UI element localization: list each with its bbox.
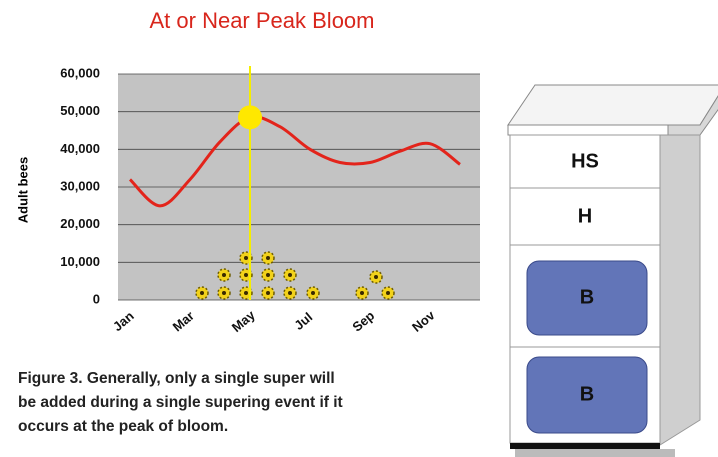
flower-center [244,273,248,277]
flower-center [311,291,315,295]
hive-label: HS [571,150,599,172]
flower-center [222,273,226,277]
y-tick-label: 20,000 [60,216,100,231]
flower-center [360,291,364,295]
caption-line: Figure 3. Generally, only a single super… [18,370,335,387]
y-tick-label: 10,000 [60,254,100,269]
line [128,115,461,208]
x-tick-label: Jul [291,309,315,333]
x-tick-label: Mar [170,308,197,334]
peak-marker [238,105,262,130]
flower-center [200,291,204,295]
flower-center [244,256,248,260]
caption-line: occurs at the peak of bloom. [18,418,228,435]
y-tick-label: 0 [93,291,100,306]
flower-center [266,256,270,260]
flower-center [288,273,292,277]
y-tick-label: 40,000 [60,141,100,156]
flower-center [266,291,270,295]
flower-center [244,291,248,295]
hive-label: B [580,383,594,405]
x-tick-label: Jan [110,308,137,334]
caption-line: be added during a single supering event … [18,394,343,411]
flower-center [288,291,292,295]
x-tick-label: May [229,307,259,335]
y-tick-label: 50,000 [60,103,100,118]
flower-center [222,291,226,295]
y-tick-label: 60,000 [60,65,100,80]
hive-label: H [578,205,592,227]
flower-center [386,291,390,295]
y-axis-label: Adult bees [15,157,30,223]
chart-title: At or Near Peak Bloom [150,8,375,33]
flower-center [266,273,270,277]
x-tick-label: Nov [409,307,438,335]
flower-center [374,275,378,279]
hive-diagram: HS H B B [507,84,718,457]
hive-label: B [580,286,594,308]
x-tick-label: Sep [349,308,377,335]
y-tick-label: 30,000 [60,178,100,193]
